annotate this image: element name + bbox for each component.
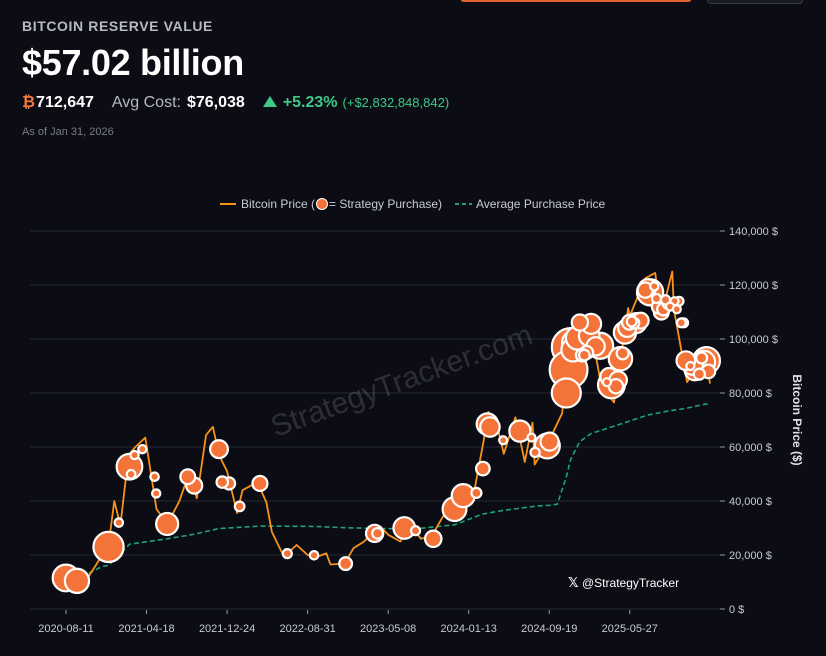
x-tick-label: 2024-09-19	[521, 623, 577, 635]
purchase-bubble	[409, 525, 422, 537]
purchase-bubble	[179, 468, 197, 486]
y-tick-label: 60,000 $	[729, 442, 772, 454]
x-tick-label: 2022-08-31	[279, 623, 335, 635]
y-axis: 0 $ 20,000 $ 40,000 $ 60,000 $ 80,000 $ 100,0…	[720, 226, 778, 616]
purchase-bubble	[233, 500, 246, 513]
y-axis-title: Bitcoin Price ($)	[790, 374, 804, 465]
purchase-bubble	[92, 530, 125, 564]
purchase-bubble	[371, 527, 384, 540]
purchase-bubble	[470, 486, 483, 499]
purchase-bubble	[550, 377, 582, 409]
purchase-bubble	[338, 556, 354, 572]
y-tick-label: 140,000 $	[729, 226, 778, 238]
purchase-bubble	[151, 488, 162, 499]
purchase-bubble	[63, 567, 91, 595]
purchase-bubble	[498, 435, 509, 446]
purchase-bubble	[685, 360, 696, 372]
section-title: BITCOIN RESERVE VALUE	[22, 18, 213, 34]
x-logo-icon: 𝕏	[568, 575, 579, 590]
average-price-line	[65, 402, 711, 580]
y-tick-label: 100,000 $	[729, 334, 778, 346]
purchase-bubble	[615, 346, 630, 361]
purchase-bubble	[649, 281, 660, 292]
x-tick-label: 2024-01-13	[441, 623, 497, 635]
purchase-bubble	[209, 439, 230, 460]
x-tick-label: 2025-05-27	[602, 623, 658, 635]
purchase-bubble	[281, 548, 293, 560]
y-tick-label: 80,000 $	[729, 388, 772, 400]
x-axis: 2020-08-11 2021-04-18 2021-12-24 2022-08-31…	[38, 610, 658, 635]
average-price-series	[65, 402, 711, 580]
purchase-bubble	[251, 474, 269, 493]
legend-purchase-label: = Strategy Purchase)	[329, 197, 442, 211]
purchase-bubble	[215, 475, 230, 489]
x-tick-label: 2021-12-24	[199, 623, 255, 635]
y-tick-label: 20,000 $	[729, 550, 772, 562]
btc-holdings: 712,647	[36, 94, 94, 111]
credit-handle: @StrategyTracker	[582, 576, 679, 590]
legend-purchase-icon	[316, 198, 328, 210]
x-tick-label: 2021-04-18	[118, 623, 174, 635]
legend: Bitcoin Price ( = Strategy Purchase) Ave…	[220, 197, 606, 211]
y-tick-label: 40,000 $	[729, 496, 772, 508]
purchase-bubble	[125, 468, 137, 480]
top-primary-button[interactable]	[460, 0, 692, 2]
x-tick-label: 2023-05-08	[360, 623, 416, 635]
purchase-bubble	[625, 315, 638, 328]
purchase-bubble	[155, 511, 180, 537]
stats-row: ₿ 712,647 Avg Cost: $76,038 +5.23% (+$2,…	[22, 94, 449, 112]
as-of-date: As of Jan 31, 2026	[22, 126, 114, 138]
purchase-bubble	[577, 348, 591, 362]
x-tick-label: 2020-08-11	[38, 623, 93, 635]
change-absolute: (+$2,832,848,842)	[342, 95, 450, 110]
purchase-bubble	[113, 517, 125, 528]
purchase-bubble	[149, 471, 160, 482]
purchase-bubble	[529, 446, 541, 459]
purchase-bubble	[692, 367, 706, 381]
purchase-bubble	[570, 313, 590, 332]
up-arrow-icon	[262, 96, 277, 107]
grid	[30, 230, 720, 610]
avg-cost-label: Avg Cost:	[111, 94, 181, 111]
legend-avg-label: Average Purchase Price	[476, 197, 606, 211]
purchase-bubble	[695, 351, 709, 365]
purchase-bubble	[474, 460, 491, 477]
purchase-bubbles	[51, 278, 722, 595]
purchase-bubble	[675, 317, 687, 329]
reserve-header: BITCOIN RESERVE VALUE $57.02 billion ₿ 7…	[22, 18, 449, 138]
purchase-bubble	[479, 416, 501, 438]
purchase-bubble	[129, 449, 140, 461]
purchase-bubble	[650, 292, 663, 305]
avg-cost-value: $76,038	[186, 94, 245, 111]
purchase-bubble	[671, 304, 682, 315]
purchase-bubble	[137, 443, 148, 455]
change-percent: +5.23%	[282, 94, 338, 111]
purchase-bubble	[308, 549, 320, 561]
bitcoin-icon: ₿	[22, 94, 36, 111]
purchase-bubble	[508, 419, 532, 443]
credit: 𝕏 @StrategyTracker	[568, 575, 679, 590]
purchase-bubble	[539, 431, 560, 452]
total-value: $57.02 billion	[22, 42, 244, 83]
change-indicator: +5.23% (+$2,832,848,842)	[262, 94, 450, 112]
legend-price-label: Bitcoin Price (	[241, 197, 315, 211]
y-tick-label: 0 $	[729, 604, 744, 616]
purchase-bubble	[601, 377, 613, 388]
purchase-bubble	[423, 529, 443, 549]
purchase-bubble	[526, 432, 537, 443]
y-tick-label: 120,000 $	[729, 280, 778, 292]
